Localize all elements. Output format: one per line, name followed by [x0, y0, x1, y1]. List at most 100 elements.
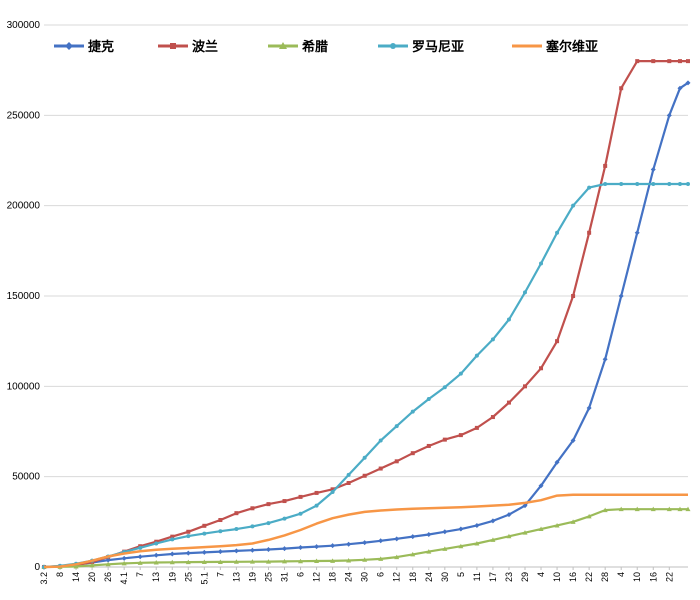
data-point	[555, 230, 560, 235]
data-point	[442, 385, 447, 390]
data-point	[250, 524, 255, 529]
data-point	[667, 181, 672, 186]
x-tick-label: 4	[616, 572, 626, 577]
data-point	[410, 409, 415, 414]
data-point	[506, 317, 511, 322]
x-tick-label: 19	[247, 572, 257, 582]
data-point	[169, 551, 175, 557]
x-tick-label: 31	[279, 572, 289, 582]
data-point	[394, 536, 400, 542]
data-point	[634, 506, 640, 512]
data-point	[442, 529, 448, 535]
data-point	[394, 554, 400, 560]
x-tick-label: 11	[472, 572, 482, 581]
data-point	[522, 530, 528, 535]
data-point	[186, 529, 191, 534]
data-point	[677, 85, 683, 91]
data-point	[650, 167, 656, 173]
data-point	[314, 544, 320, 550]
legend-marker	[170, 43, 176, 49]
data-point	[185, 559, 191, 565]
data-point	[362, 473, 367, 478]
data-point	[298, 558, 304, 564]
data-point	[490, 518, 496, 524]
data-point	[346, 472, 351, 477]
data-point	[666, 112, 672, 118]
data-point	[330, 558, 336, 563]
legend-entry: 波兰	[158, 39, 218, 55]
data-point	[618, 506, 624, 512]
data-point	[474, 541, 480, 546]
x-tick-label: 16	[568, 572, 578, 582]
data-point	[650, 506, 656, 512]
data-point	[362, 540, 368, 546]
data-point	[202, 523, 207, 528]
data-point	[217, 549, 223, 555]
legend-entry: 捷克	[54, 39, 114, 55]
legend-entry: 塞尔维亚	[512, 39, 598, 55]
data-point	[677, 181, 682, 186]
x-tick-label: 7	[135, 572, 145, 577]
data-point	[121, 560, 127, 566]
data-point	[666, 506, 672, 512]
data-point	[490, 337, 495, 342]
grid-lines	[44, 24, 688, 568]
x-tick-label: 6	[296, 572, 306, 577]
data-point	[234, 527, 239, 532]
data-point	[458, 371, 463, 376]
data-point	[234, 511, 239, 516]
data-point	[218, 518, 223, 523]
data-point	[651, 181, 656, 186]
data-point	[153, 552, 159, 558]
data-point	[554, 459, 560, 465]
data-point	[233, 548, 239, 554]
data-point	[522, 384, 527, 389]
data-point	[619, 86, 624, 91]
data-point	[651, 59, 656, 64]
data-point	[394, 459, 399, 464]
data-point	[634, 230, 640, 236]
x-tick-label: 12	[312, 572, 322, 582]
x-tick-label: 3.2	[39, 572, 49, 585]
data-point	[602, 356, 608, 362]
data-point	[603, 163, 608, 168]
data-point	[298, 511, 303, 516]
data-point	[73, 563, 79, 569]
data-point	[570, 519, 576, 524]
data-point	[170, 537, 175, 542]
data-point	[218, 529, 223, 534]
data-point	[570, 438, 576, 444]
data-point	[153, 559, 159, 565]
data-point	[298, 494, 303, 499]
data-point	[490, 537, 496, 542]
data-point	[539, 261, 544, 266]
legend-marker	[279, 42, 287, 49]
data-point	[603, 181, 608, 186]
legend-label: 罗马尼亚	[412, 40, 464, 55]
data-point	[378, 538, 384, 544]
data-point	[555, 339, 560, 344]
data-point	[426, 396, 431, 401]
legend-marker	[390, 43, 396, 49]
data-point	[186, 534, 191, 539]
legend-marker	[65, 42, 73, 50]
legend: 捷克 波兰 希腊 罗马尼亚 塞尔维亚	[54, 39, 598, 55]
series-line	[43, 493, 688, 569]
data-point	[378, 556, 384, 561]
data-point	[201, 549, 207, 555]
legend-label: 塞尔维亚	[546, 39, 598, 55]
data-point	[217, 559, 223, 564]
data-point	[677, 59, 682, 64]
series-line	[43, 81, 689, 569]
x-tick-label: 26	[103, 572, 113, 582]
data-point	[137, 554, 143, 560]
x-tick-label: 25	[183, 572, 193, 582]
data-point	[426, 531, 432, 537]
x-tick-label: 13	[151, 572, 161, 582]
data-point	[170, 534, 175, 539]
data-point	[330, 543, 336, 549]
y-tick-label: 150000	[7, 291, 41, 302]
series-3	[41, 506, 691, 569]
y-tick-label: 250000	[7, 110, 41, 121]
series-lines	[41, 59, 691, 570]
